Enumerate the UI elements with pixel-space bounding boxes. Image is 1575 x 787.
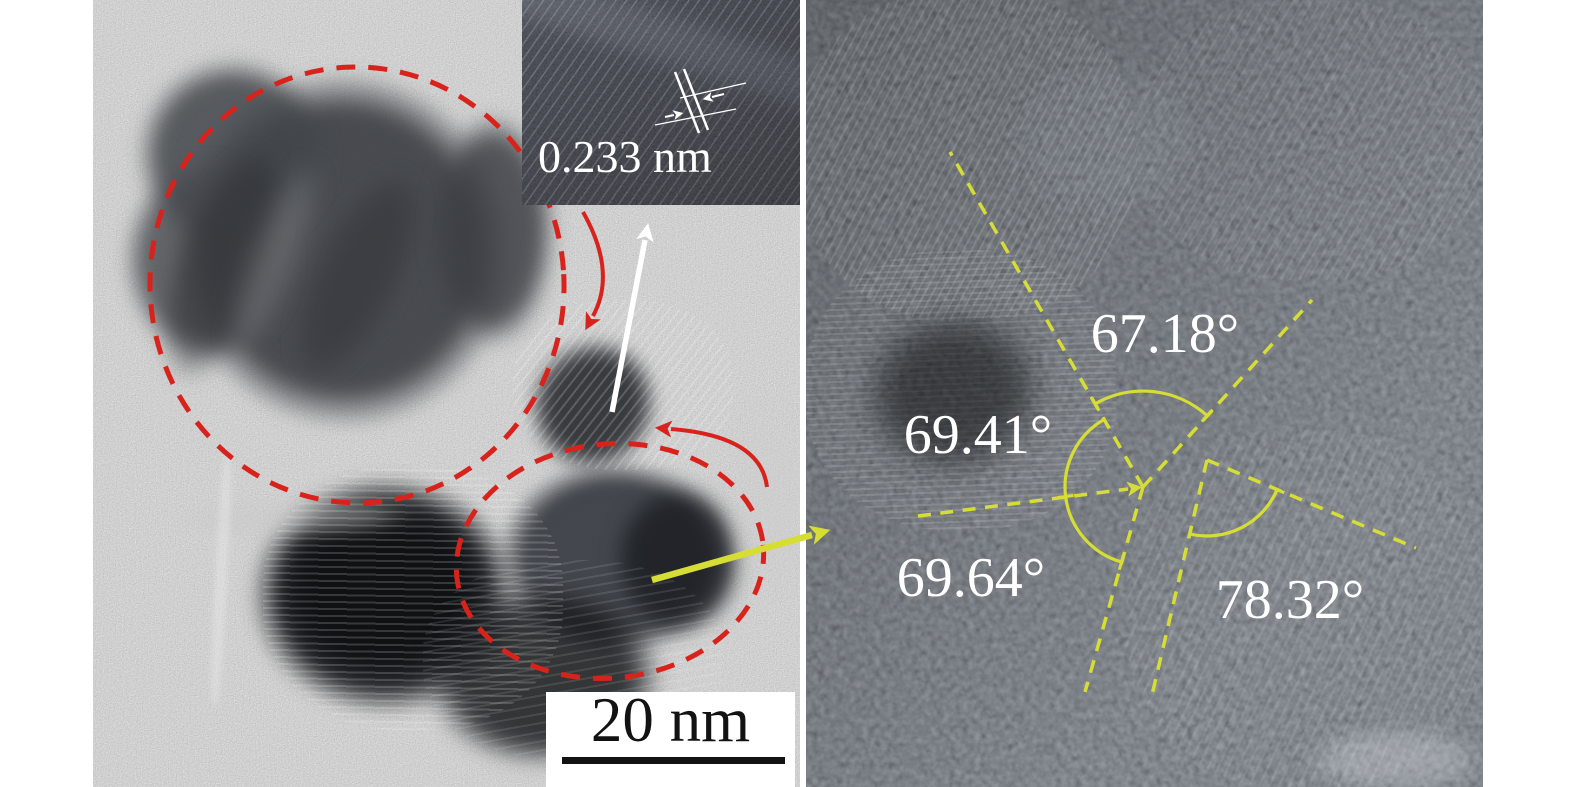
lower-particle-outline — [453, 441, 767, 681]
scale-bar-line — [562, 757, 785, 764]
dashed-line-down-right — [1150, 459, 1209, 696]
hrtem-detail-panel: 67.18° 69.41° 69.64° 78.32° — [806, 0, 1483, 787]
rotation-arrow-upper — [581, 211, 605, 331]
angle-arc-69-41-69-64 — [1063, 418, 1122, 564]
dashed-line-up-left — [948, 151, 1145, 488]
angle-label-67-18: 67.18° — [1091, 303, 1239, 365]
scale-bar: 20 nm — [546, 685, 795, 787]
spacing-line — [673, 71, 701, 134]
tem-annotations — [147, 64, 769, 681]
inset-noise — [522, 0, 800, 205]
arc-tick — [1269, 485, 1285, 495]
angle-construction-lines — [917, 151, 1417, 696]
tem-overview-panel: 0.233 nm 20 nm — [93, 0, 800, 787]
upper-particle-outline — [147, 64, 567, 506]
angle-label-69-64: 69.64° — [897, 547, 1045, 609]
arc-tick — [1089, 396, 1101, 412]
spacing-arrow-left — [664, 110, 684, 120]
dashed-line-up-right — [1141, 298, 1314, 489]
scale-bar-label: 20 nm — [590, 685, 751, 755]
lattice-spacing-label: 0.233 nm — [538, 131, 712, 182]
lattice-spacing-marker — [654, 68, 747, 134]
arc-tick — [1057, 494, 1074, 499]
white-arrow — [609, 223, 654, 413]
angle-label-69-41: 69.41° — [904, 404, 1052, 466]
dashed-line-right — [1206, 458, 1417, 550]
spacing-line — [682, 68, 710, 131]
dashed-line-left-arrow — [917, 481, 1143, 518]
angle-annotations: 67.18° 69.41° 69.64° 78.32° — [897, 151, 1417, 696]
arc-tick — [1200, 408, 1214, 423]
rotation-arrow-lower — [654, 420, 769, 488]
angle-arc-67-18 — [1094, 389, 1209, 417]
spacing-arrow-right — [702, 92, 725, 102]
arc-tick — [1117, 553, 1126, 571]
spacing-tick — [654, 108, 737, 126]
hrtem-shading — [806, 0, 1483, 787]
angle-label-78-32: 78.32° — [1216, 569, 1364, 631]
inset-annotations: 0.233 nm — [522, 0, 800, 205]
dashed-line-down-left — [1083, 486, 1145, 693]
lattice-inset: 0.233 nm — [522, 0, 800, 205]
spacing-tick — [679, 82, 747, 99]
angle-arc-78-32 — [1189, 489, 1279, 538]
